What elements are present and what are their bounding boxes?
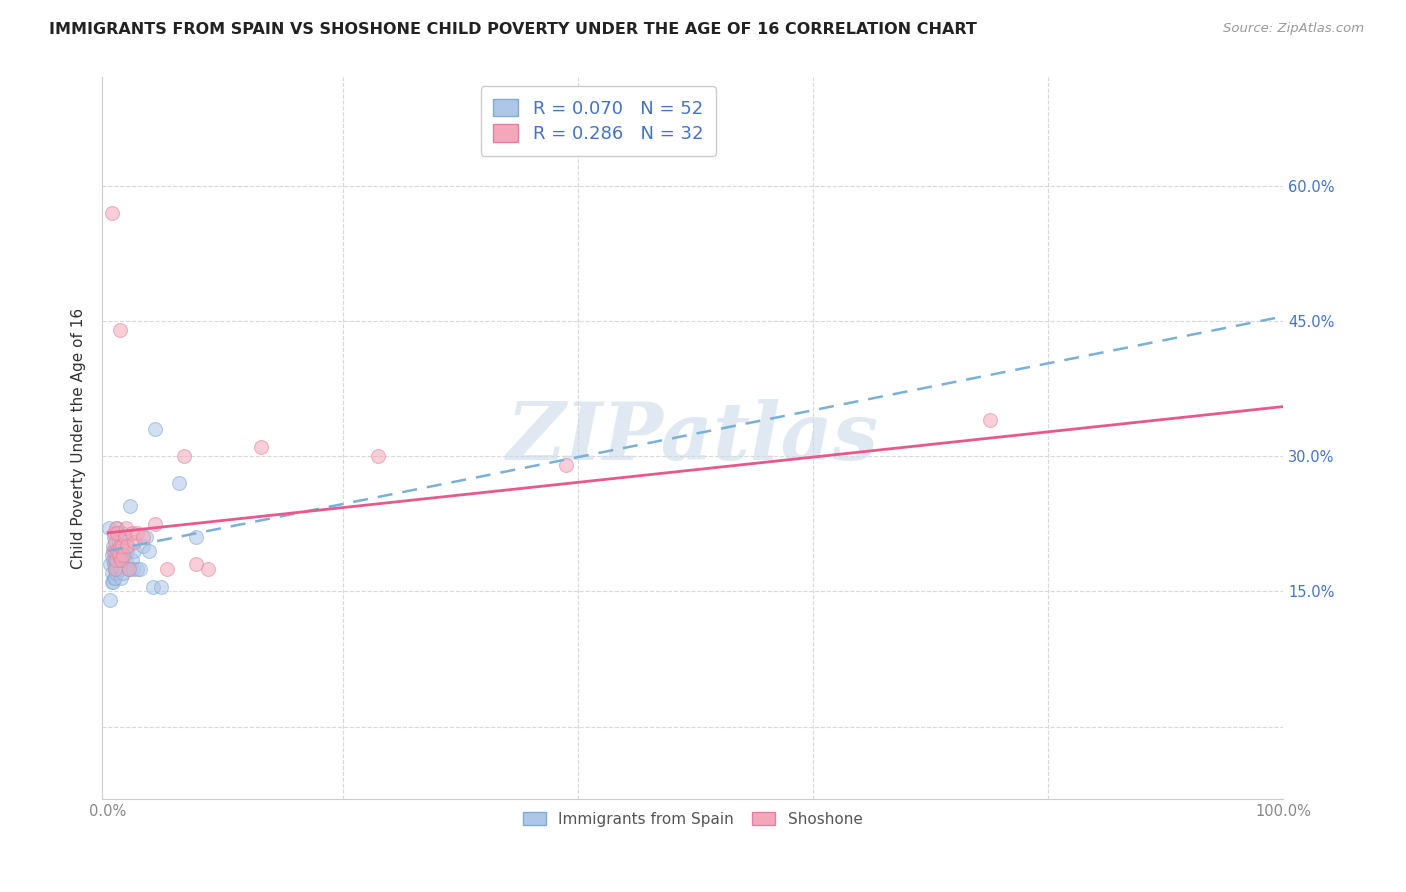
Point [115, 539, 138, 553]
Y-axis label: Child Poverty Under the Age of 16: Child Poverty Under the Age of 16 [72, 308, 86, 569]
Point [121, 525, 143, 540]
Point [114, 521, 136, 535]
Point [143, 516, 166, 531]
Point [117, 539, 139, 553]
Point [114, 530, 136, 544]
Text: IMMIGRANTS FROM SPAIN VS SHOSHONE CHILD POVERTY UNDER THE AGE OF 16 CORRELATION : IMMIGRANTS FROM SPAIN VS SHOSHONE CHILD … [49, 22, 977, 37]
Point [100, 558, 122, 572]
Point [110, 553, 132, 567]
Point [101, 539, 124, 553]
Point [142, 580, 165, 594]
Point [979, 413, 1001, 427]
Point [122, 534, 145, 549]
Point [110, 562, 132, 576]
Point [104, 571, 127, 585]
Point [100, 575, 122, 590]
Point [105, 544, 128, 558]
Point [111, 525, 134, 540]
Point [103, 525, 125, 540]
Point [114, 549, 136, 563]
Point [555, 458, 578, 473]
Point [149, 580, 172, 594]
Point [112, 553, 135, 567]
Point [103, 544, 125, 558]
Point [105, 566, 128, 581]
Point [105, 558, 128, 572]
Point [186, 530, 208, 544]
Point [110, 571, 132, 585]
Point [156, 562, 179, 576]
Point [186, 558, 208, 572]
Point [107, 562, 129, 576]
Point [367, 449, 389, 463]
Legend: Immigrants from Spain, Shoshone: Immigrants from Spain, Shoshone [516, 804, 870, 835]
Point [104, 553, 127, 567]
Point [138, 544, 160, 558]
Text: Source: ZipAtlas.com: Source: ZipAtlas.com [1223, 22, 1364, 36]
Point [100, 593, 122, 607]
Point [107, 521, 129, 535]
Point [107, 549, 129, 563]
Point [167, 476, 190, 491]
Point [173, 449, 195, 463]
Point [143, 422, 166, 436]
Point [101, 575, 124, 590]
Point [107, 525, 129, 540]
Point [104, 534, 127, 549]
Point [108, 539, 131, 553]
Point [103, 558, 125, 572]
Point [105, 521, 128, 535]
Point [118, 562, 141, 576]
Point [114, 553, 136, 567]
Point [112, 549, 135, 563]
Point [100, 566, 122, 581]
Point [127, 562, 149, 576]
Point [101, 544, 124, 558]
Point [98, 521, 121, 535]
Point [108, 530, 131, 544]
Point [108, 549, 131, 563]
Point [101, 553, 124, 567]
Point [107, 549, 129, 563]
Point [105, 553, 128, 567]
Point [112, 566, 135, 581]
Point [100, 205, 122, 219]
Point [132, 539, 155, 553]
Point [115, 544, 138, 558]
Point [135, 530, 157, 544]
Point [103, 530, 125, 544]
Point [127, 525, 149, 540]
Point [111, 539, 134, 553]
Point [250, 440, 273, 454]
Point [132, 530, 155, 544]
Point [104, 544, 127, 558]
Point [108, 562, 131, 576]
Point [100, 549, 122, 563]
Text: ZIPatlas: ZIPatlas [506, 400, 879, 477]
Point [108, 323, 131, 337]
Point [120, 499, 142, 513]
Point [107, 544, 129, 558]
Point [118, 562, 141, 576]
Point [121, 553, 143, 567]
Point [107, 549, 129, 563]
Point [122, 544, 145, 558]
Point [103, 571, 125, 585]
Point [104, 562, 127, 576]
Point [104, 562, 127, 576]
Point [197, 562, 219, 576]
Point [128, 562, 150, 576]
Point [121, 562, 143, 576]
Point [107, 534, 129, 549]
